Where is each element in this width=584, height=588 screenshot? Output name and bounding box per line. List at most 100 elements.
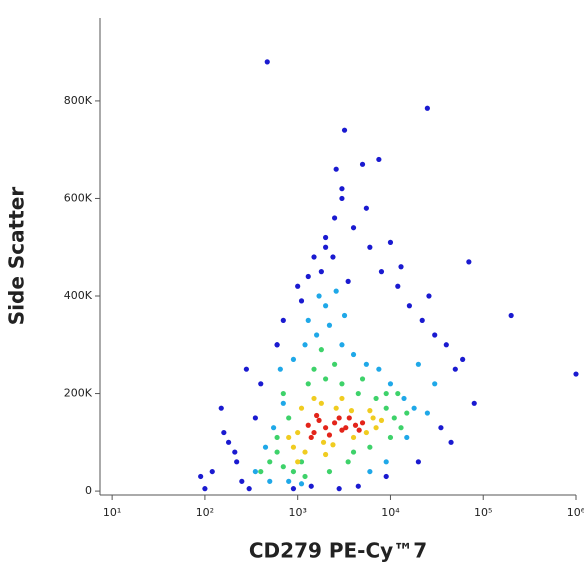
- y-tick-label: 0: [85, 484, 92, 497]
- point: [198, 473, 204, 480]
- x-tick-label: 10⁵: [474, 506, 492, 519]
- point: [331, 420, 338, 426]
- point: [424, 410, 430, 416]
- point: [573, 371, 579, 377]
- point: [274, 434, 280, 441]
- point: [290, 486, 297, 492]
- point: [286, 415, 292, 421]
- point: [323, 303, 329, 309]
- point: [318, 347, 324, 353]
- point: [333, 288, 339, 294]
- point: [378, 417, 385, 423]
- y-tick-label: 400K: [64, 289, 93, 302]
- point: [234, 459, 240, 465]
- point: [218, 405, 224, 411]
- point: [320, 439, 327, 445]
- point: [286, 434, 292, 441]
- point: [225, 439, 232, 445]
- point: [406, 303, 412, 309]
- point: [311, 429, 317, 436]
- point: [395, 390, 401, 397]
- point: [274, 342, 280, 348]
- point: [376, 366, 382, 372]
- point: [336, 415, 342, 421]
- point: [355, 390, 361, 397]
- point: [355, 483, 361, 489]
- point: [419, 317, 425, 323]
- point: [378, 269, 385, 275]
- point: [316, 293, 322, 299]
- point: [339, 342, 345, 348]
- point: [246, 486, 252, 492]
- point: [314, 412, 320, 419]
- point: [295, 283, 301, 289]
- point: [383, 390, 389, 397]
- point: [305, 422, 311, 428]
- point: [367, 244, 373, 250]
- point: [333, 166, 339, 172]
- point: [404, 434, 410, 441]
- point: [508, 312, 514, 319]
- point: [298, 298, 305, 304]
- point: [398, 264, 404, 270]
- point: [252, 415, 258, 421]
- point: [290, 444, 297, 450]
- point: [367, 408, 373, 414]
- point: [202, 486, 208, 492]
- point: [270, 425, 277, 431]
- x-axis-label: CD279 PE-Cy™7: [249, 539, 427, 563]
- x-tick-label: 10²: [196, 506, 214, 519]
- point: [333, 405, 339, 411]
- point: [290, 356, 297, 363]
- point: [401, 395, 407, 402]
- point: [367, 468, 373, 475]
- point: [383, 459, 389, 465]
- point: [339, 186, 345, 192]
- y-tick-label: 800K: [64, 94, 93, 107]
- point: [302, 473, 308, 480]
- point: [367, 444, 373, 450]
- point: [302, 449, 308, 455]
- y-tick-label: 600K: [64, 191, 93, 204]
- point: [363, 361, 369, 367]
- point: [274, 449, 280, 455]
- point: [359, 376, 366, 382]
- point: [373, 395, 379, 402]
- point: [311, 254, 317, 260]
- point: [415, 361, 421, 367]
- point: [323, 376, 329, 382]
- y-tick-label: 200K: [64, 387, 93, 400]
- point: [411, 405, 417, 411]
- point: [323, 425, 329, 431]
- point: [331, 215, 338, 221]
- point: [258, 468, 264, 475]
- point: [326, 322, 333, 328]
- point: [280, 400, 286, 406]
- point: [232, 449, 238, 455]
- point: [395, 283, 401, 289]
- point: [339, 427, 345, 433]
- point: [359, 420, 366, 426]
- point: [280, 317, 286, 323]
- point: [243, 366, 249, 372]
- point: [339, 195, 345, 202]
- point: [350, 351, 357, 358]
- point: [298, 481, 305, 487]
- point: [323, 244, 329, 250]
- point: [316, 417, 322, 423]
- point: [302, 342, 308, 348]
- point: [280, 464, 286, 470]
- point: [295, 459, 301, 465]
- point: [318, 400, 324, 406]
- y-axis-label: Side Scatter: [5, 187, 29, 326]
- point: [318, 269, 324, 275]
- point: [295, 429, 301, 436]
- point: [336, 486, 342, 492]
- point: [383, 405, 389, 411]
- point: [370, 415, 376, 421]
- point: [311, 395, 317, 402]
- point: [376, 156, 382, 163]
- point: [350, 449, 357, 455]
- point: [305, 317, 311, 323]
